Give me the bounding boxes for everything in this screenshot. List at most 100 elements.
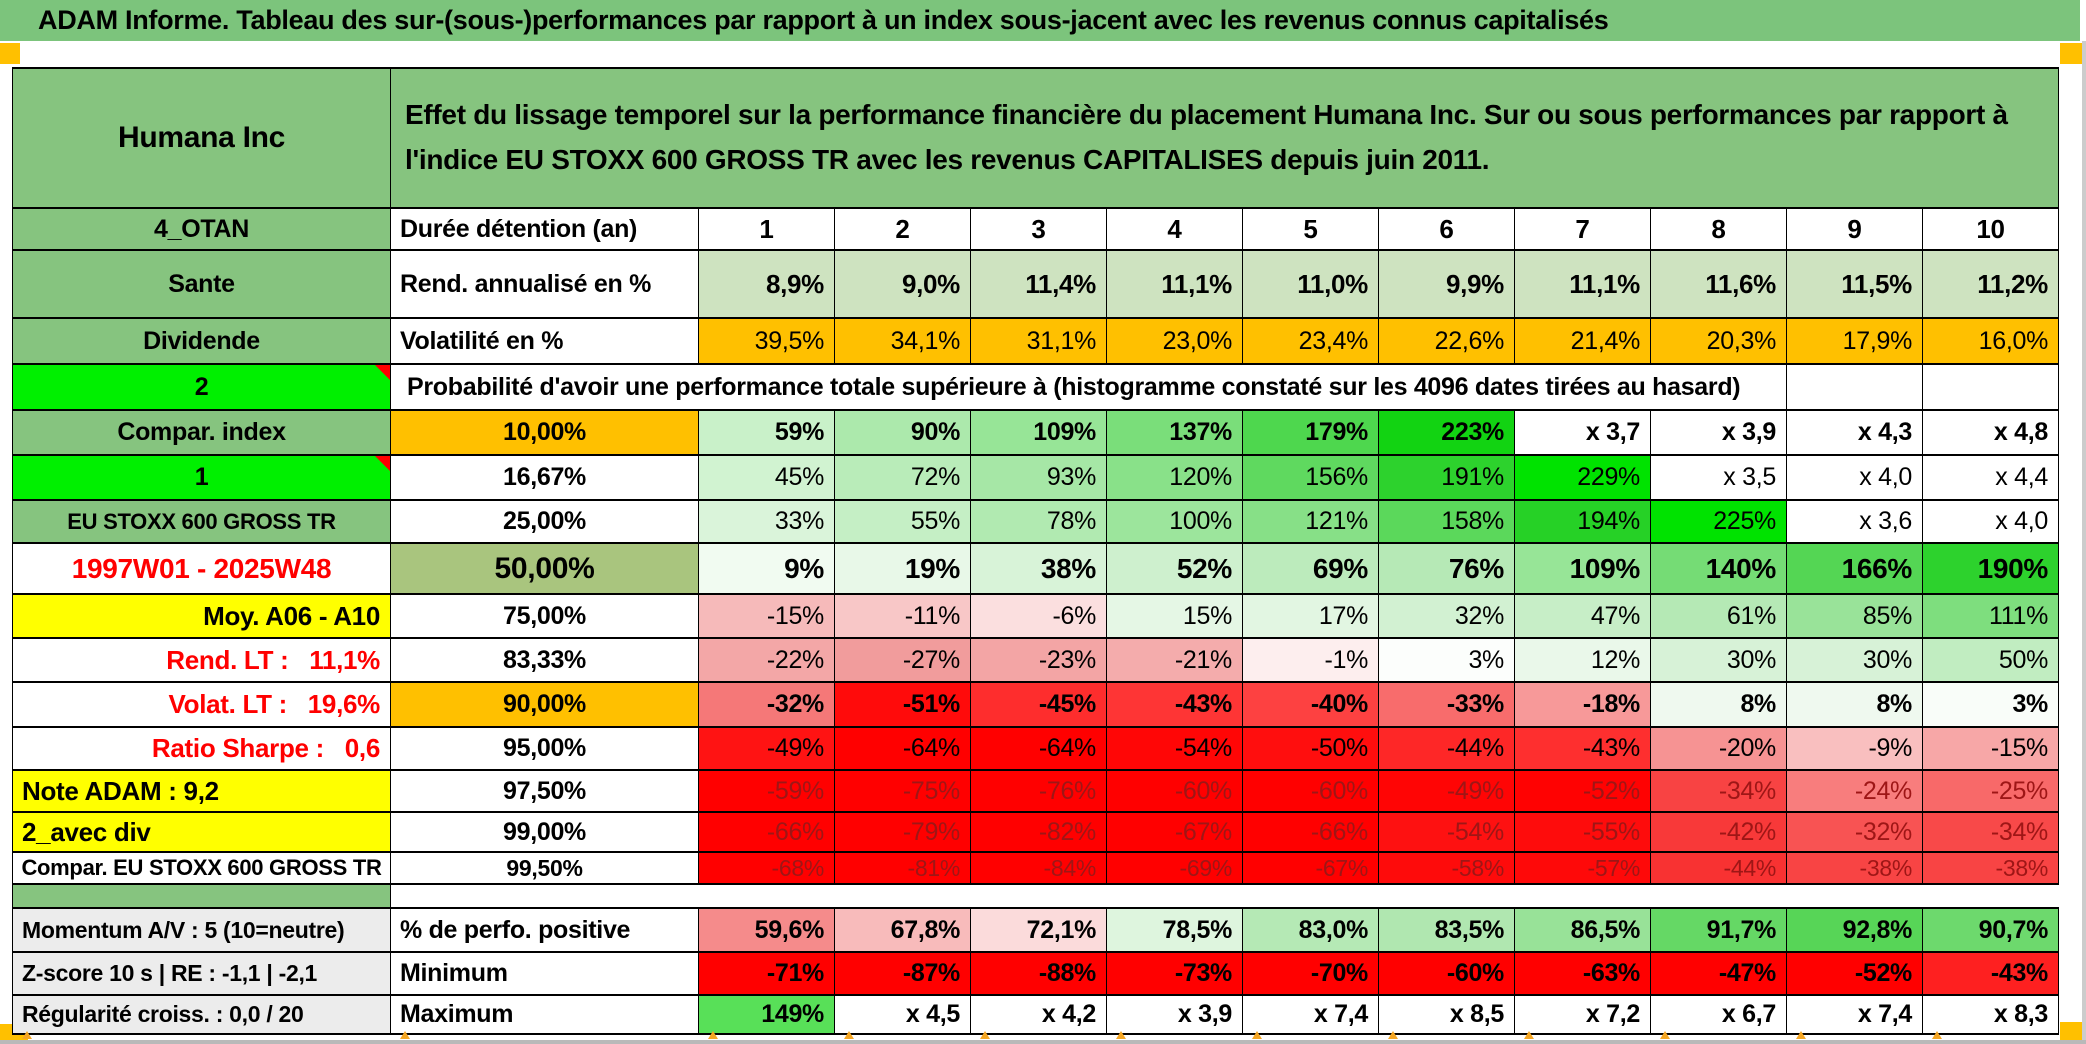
value-cell: -81% xyxy=(834,851,971,885)
value-cell: -54% xyxy=(1378,811,1515,853)
row-label: Dividende xyxy=(12,317,391,365)
value-cell: 30% xyxy=(1786,637,1923,683)
value-cell: 9% xyxy=(698,542,835,595)
row-label: Compar. EU STOXX 600 GROSS TR xyxy=(12,851,391,885)
report-title: ADAM Informe. Tableau des sur-(sous-)per… xyxy=(38,5,1609,35)
row-label: Volat. LT : 19,6% xyxy=(12,681,391,728)
clipped-text-artifact xyxy=(1660,1031,1670,1039)
value-cell: 10 xyxy=(1922,207,2059,251)
value-cell: -42% xyxy=(1650,811,1787,853)
value-cell: 9,9% xyxy=(1378,249,1515,319)
row-metric: Minimum xyxy=(390,951,699,996)
value-cell: 121% xyxy=(1242,499,1379,544)
clipped-text-artifact xyxy=(844,1031,854,1039)
value-cell: 23,0% xyxy=(1106,317,1243,365)
value-cell: 3 xyxy=(970,207,1107,251)
value-cell: x 4,5 xyxy=(834,994,971,1035)
value-cell xyxy=(1922,363,2059,411)
value-cell: 137% xyxy=(1106,409,1243,456)
row-label: 1997W01 - 2025W48 xyxy=(12,542,391,595)
value-cell: 78,5% xyxy=(1106,907,1243,953)
value-cell: -11% xyxy=(834,593,971,639)
page-edge-right xyxy=(2082,41,2086,1044)
value-cell: 52% xyxy=(1106,542,1243,595)
value-cell: 8% xyxy=(1786,681,1923,728)
value-cell: 156% xyxy=(1242,454,1379,501)
row-metric: Probabilité d'avoir une performance tota… xyxy=(390,363,1787,411)
value-cell: -79% xyxy=(834,811,971,853)
value-cell: 11,2% xyxy=(1922,249,2059,319)
value-cell: -69% xyxy=(1106,851,1243,885)
value-cell: 9,0% xyxy=(834,249,971,319)
value-cell: 32% xyxy=(1378,593,1515,639)
value-cell: -33% xyxy=(1378,681,1515,728)
clipped-text-artifact xyxy=(400,1031,410,1039)
clipped-text-artifact xyxy=(1796,1031,1806,1039)
performance-table: Humana Inc Effet du lissage temporel sur … xyxy=(12,67,2059,1035)
clipped-text-artifact xyxy=(708,1031,718,1039)
value-cell: -43% xyxy=(1106,681,1243,728)
value-cell: -60% xyxy=(1242,769,1379,813)
value-cell: 83,5% xyxy=(1378,907,1515,953)
value-cell: -20% xyxy=(1650,726,1787,771)
clipped-text-artifact xyxy=(1524,1031,1534,1039)
row-label: Note ADAM : 9,2 xyxy=(12,769,391,813)
table-row-spacer xyxy=(12,883,2059,909)
clipped-text-artifact xyxy=(980,1031,990,1039)
value-cell: -34% xyxy=(1650,769,1787,813)
value-cell: x 7,4 xyxy=(1242,994,1379,1035)
row-label: Humana Inc xyxy=(12,67,391,209)
value-cell: -15% xyxy=(698,593,835,639)
value-cell: -47% xyxy=(1650,951,1787,996)
value-cell: x 3,9 xyxy=(1650,409,1787,456)
row-label: Momentum A/V : 5 (10=neutre) xyxy=(12,907,391,953)
value-cell: -23% xyxy=(970,637,1107,683)
table-row-volatilite: Dividende Volatilité en % 39,5% 34,1% 31,1% 2… xyxy=(12,317,2059,365)
value-cell: 4 xyxy=(1106,207,1243,251)
row-metric: 90,00% xyxy=(390,681,699,728)
value-cell: -84% xyxy=(970,851,1107,885)
value-cell: 2 xyxy=(834,207,971,251)
page-edge-bottom xyxy=(0,1040,2086,1044)
value-cell: -66% xyxy=(698,811,835,853)
value-cell: 39,5% xyxy=(698,317,835,365)
value-cell: 11,5% xyxy=(1786,249,1923,319)
value-cell: -67% xyxy=(1242,851,1379,885)
row-label: Rend. LT : 11,1% xyxy=(12,637,391,683)
value-cell: 111% xyxy=(1922,593,2059,639)
row-label: 2_avec div xyxy=(12,811,391,853)
value-cell: 72,1% xyxy=(970,907,1107,953)
value-cell: -45% xyxy=(970,681,1107,728)
value-cell: -18% xyxy=(1514,681,1651,728)
row-metric: 97,50% xyxy=(390,769,699,813)
value-cell: 1 xyxy=(698,207,835,251)
value-cell: 76% xyxy=(1378,542,1515,595)
value-cell: 23,4% xyxy=(1242,317,1379,365)
value-cell: 50% xyxy=(1922,637,2059,683)
value-cell: -25% xyxy=(1922,769,2059,813)
value-cell: 8 xyxy=(1650,207,1787,251)
value-cell: -9% xyxy=(1786,726,1923,771)
value-cell: 47% xyxy=(1514,593,1651,639)
row-metric: Maximum xyxy=(390,994,699,1035)
row-metric: % de perfo. positive xyxy=(390,907,699,953)
value-cell: 90% xyxy=(834,409,971,456)
value-cell: x 4,8 xyxy=(1922,409,2059,456)
value-cell: -71% xyxy=(698,951,835,996)
row-metric: 83,33% xyxy=(390,637,699,683)
value-cell: 92,8% xyxy=(1786,907,1923,953)
table-row-p995: Compar. EU STOXX 600 GROSS TR 99,50% -68% -… xyxy=(12,851,2059,885)
value-cell: 100% xyxy=(1106,499,1243,544)
value-cell: x 8,3 xyxy=(1922,994,2059,1035)
value-cell: 67,8% xyxy=(834,907,971,953)
value-cell: 33% xyxy=(698,499,835,544)
value-cell xyxy=(1786,363,1923,411)
orange-marker-top-left xyxy=(0,43,20,64)
row-metric: 99,00% xyxy=(390,811,699,853)
value-cell: 20,3% xyxy=(1650,317,1787,365)
value-cell: 9 xyxy=(1786,207,1923,251)
value-cell: 83,0% xyxy=(1242,907,1379,953)
row-metric: 95,00% xyxy=(390,726,699,771)
value-cell: x 4,0 xyxy=(1922,499,2059,544)
value-cell: -49% xyxy=(698,726,835,771)
